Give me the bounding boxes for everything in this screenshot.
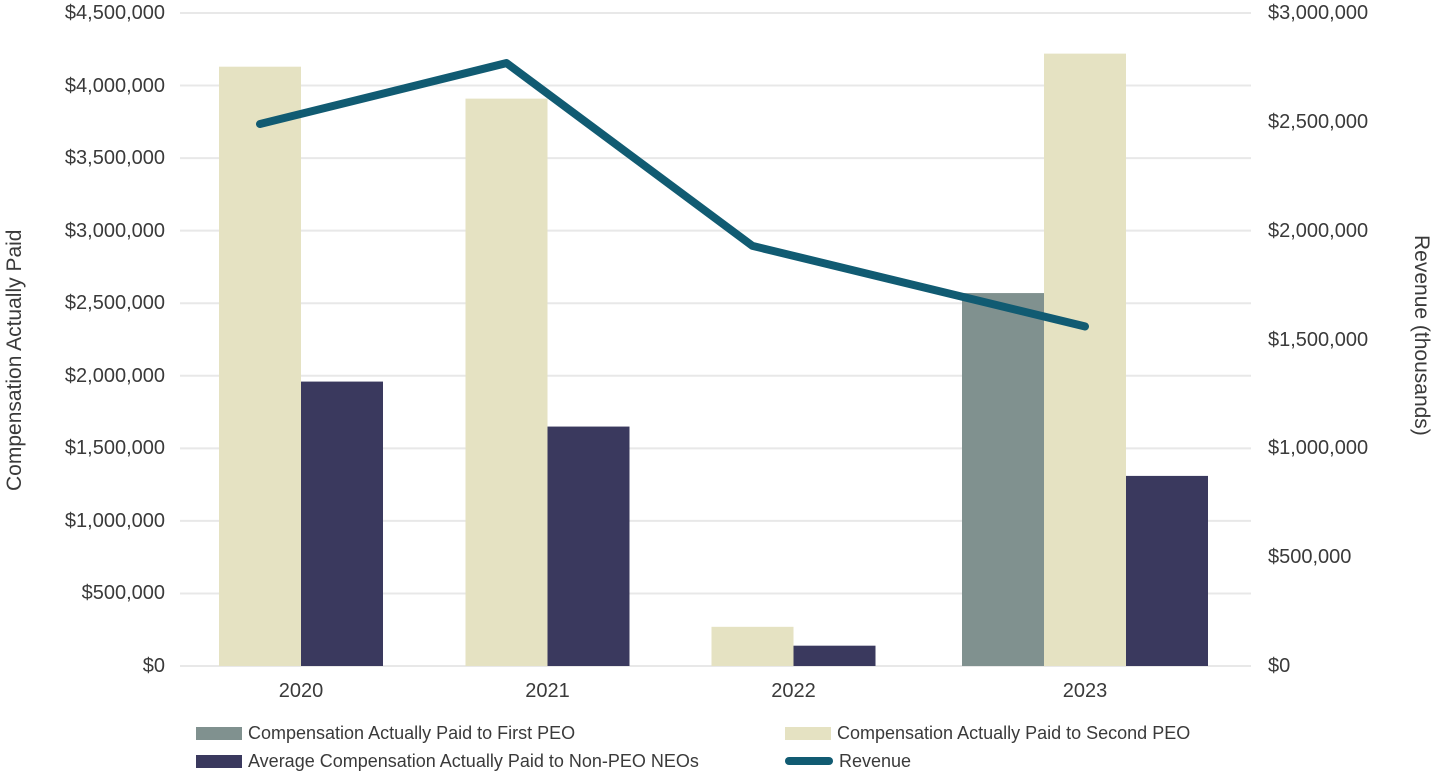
left-axis-tick-label: $2,500,000	[64, 292, 165, 315]
legend-item-label: Compensation Actually Paid to First PEO	[248, 723, 576, 743]
right-axis-tick-label: $3,000,000	[1268, 2, 1369, 24]
legend-bar-swatch-icon	[785, 726, 831, 740]
bar-group-2023	[962, 53, 1208, 667]
right-axis-tick-label: $0	[1268, 655, 1291, 677]
bar-group-2020	[219, 66, 383, 667]
bar-group-2022	[711, 626, 876, 666]
legend-item-label: Average Compensation Actually Paid to No…	[248, 751, 699, 771]
legend-item: Compensation Actually Paid to First PEO	[196, 722, 575, 744]
left-axis-tick-label: $3,500,000	[64, 147, 165, 170]
bar-2023	[1044, 53, 1126, 667]
right-axis-title: Revenue (thousands)	[1410, 234, 1433, 436]
legend-item: Compensation Actually Paid to Second PEO	[785, 722, 1190, 744]
left-axis-tick-label: $0	[142, 655, 165, 677]
right-axis-tick-label: $2,500,000	[1268, 110, 1369, 133]
legend-item-label: Revenue	[839, 751, 912, 771]
bar-2020	[219, 66, 301, 667]
x-axis-tick-label: 2021	[525, 680, 570, 702]
right-axis-tick-label: $500,000	[1268, 546, 1352, 569]
bar-group-2021	[465, 98, 630, 667]
left-axis-tick-label: $1,500,000	[64, 437, 165, 460]
legend-bar-swatch-icon	[196, 726, 242, 740]
left-axis-tick-label: $4,500,000	[64, 2, 165, 24]
bar-2020	[301, 381, 383, 666]
bar-2021	[465, 98, 548, 667]
legend-item: Revenue	[785, 750, 911, 772]
bar-2023	[962, 293, 1044, 666]
legend-item-label: Compensation Actually Paid to Second PEO	[837, 723, 1191, 743]
legend-item: Average Compensation Actually Paid to No…	[196, 750, 699, 772]
left-axis-tick-label: $500,000	[81, 582, 165, 605]
left-axis-tick-label: $3,000,000	[64, 219, 165, 242]
x-axis-tick-label: 2022	[771, 680, 816, 702]
right-axis-tick-label: $1,500,000	[1268, 328, 1369, 351]
bar-2021	[547, 426, 630, 666]
revenue-line	[256, 59, 1089, 331]
bar-2023	[1126, 475, 1208, 666]
right-axis-tick-label: $2,000,000	[1268, 219, 1369, 242]
left-axis-tick-label: $1,000,000	[64, 509, 165, 532]
left-axis-tick-label: $4,000,000	[64, 74, 165, 97]
right-axis-tick-label: $1,000,000	[1268, 437, 1369, 460]
x-axis-tick-label: 2023	[1062, 680, 1108, 702]
legend-line-swatch-icon	[785, 757, 833, 765]
x-axis-tick-label: 2020	[278, 680, 324, 702]
bar-2022	[711, 626, 794, 666]
legend-bar-swatch-icon	[196, 754, 242, 768]
left-axis-tick-label: $2,000,000	[64, 364, 165, 387]
bar-2022	[793, 645, 876, 666]
